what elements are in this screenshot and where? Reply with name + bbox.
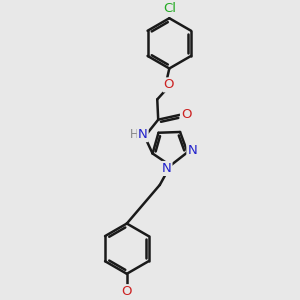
Text: Cl: Cl <box>163 2 176 15</box>
Text: O: O <box>181 108 191 121</box>
Text: N: N <box>138 128 148 141</box>
Text: O: O <box>122 285 132 298</box>
Text: O: O <box>164 78 174 92</box>
Text: N: N <box>162 162 172 175</box>
Text: H: H <box>130 128 138 141</box>
Text: N: N <box>188 144 197 157</box>
